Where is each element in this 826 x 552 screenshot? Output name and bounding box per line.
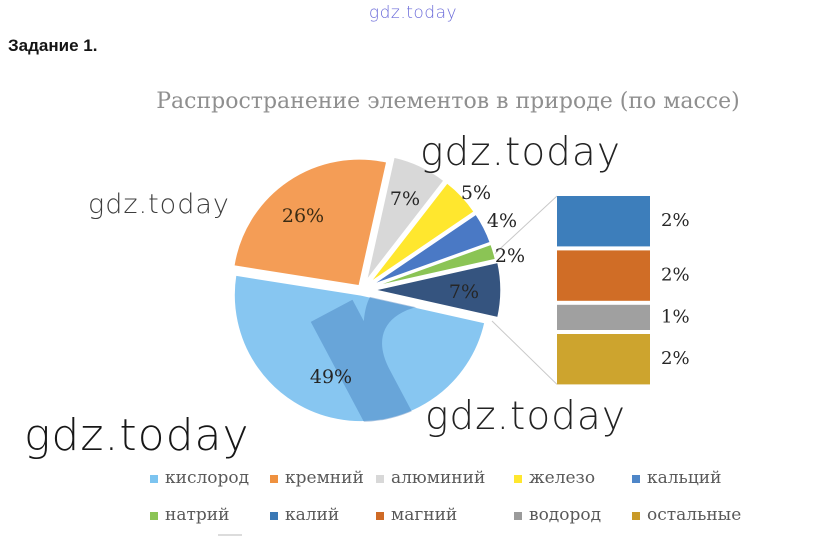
- legend-item-алюминий: алюминий: [376, 468, 485, 488]
- pie-slice-кальций: [370, 213, 492, 287]
- pie-label-натрий: 2%: [495, 245, 525, 267]
- legend-item-магний: магний: [376, 505, 457, 525]
- chart-title: Распространение элементов в природе (по …: [156, 89, 740, 114]
- legend-item-кремний: кремний: [270, 468, 364, 488]
- legend-item-остальные: остальные: [632, 505, 741, 525]
- legend-swatch: [632, 475, 640, 483]
- legend-label: кальций: [647, 468, 722, 488]
- legend-swatch: [514, 512, 522, 520]
- legend-label: натрий: [165, 505, 230, 525]
- watermark-top: gdz.today: [368, 3, 458, 23]
- pie-label-алюминий: 7%: [390, 188, 420, 210]
- legend-swatch: [632, 512, 640, 520]
- pie-slice-алюминий: [365, 156, 446, 282]
- legend-label: кислород: [165, 468, 250, 488]
- legend-item-железо: железо: [514, 468, 595, 488]
- legend-swatch: [150, 475, 158, 483]
- pie-label-железо: 5%: [461, 182, 491, 204]
- legend-swatch: [150, 512, 158, 520]
- bar-label-водород: 1%: [661, 306, 690, 327]
- legend-item-кислород: кислород: [150, 468, 249, 488]
- legend-label: остальные: [647, 505, 742, 525]
- pie-label-кальций: 4%: [487, 210, 517, 232]
- legend-item-кальций: кальций: [632, 468, 721, 488]
- watermark-left: gdz.today: [88, 189, 230, 220]
- cropped-watermark-fragment: [218, 534, 242, 536]
- pie-slice-натрий: [371, 243, 497, 288]
- bar-segment-калий: [557, 196, 650, 247]
- bar-segment-магний: [557, 250, 650, 301]
- legend-swatch: [270, 475, 278, 483]
- legend-label: магний: [391, 505, 458, 525]
- legend-label: калий: [285, 505, 340, 525]
- watermark-lower-right: gdz.today: [425, 394, 626, 439]
- watermark-bottom-left: gdz.today: [24, 410, 250, 461]
- connector-line-bottom: [491, 320, 558, 385]
- pie-label-кремний: 26%: [282, 205, 324, 227]
- legend-item-натрий: натрий: [150, 505, 229, 525]
- bar-label-калий: 2%: [661, 210, 690, 231]
- legend-item-водород: водород: [514, 505, 601, 525]
- legend-swatch: [376, 475, 384, 483]
- bar-segment-остальные: [557, 334, 650, 385]
- pie-slice-железо: [368, 181, 476, 284]
- watermark-upper-right: gdz.today: [420, 130, 621, 175]
- pie-label-combined: 7%: [449, 281, 479, 303]
- task-label: Задание 1.: [8, 36, 98, 55]
- pie-slice-combined: [373, 261, 502, 319]
- bar-label-магний: 2%: [661, 265, 690, 286]
- bar-label-остальные: 2%: [661, 348, 690, 369]
- legend-label: водород: [529, 505, 602, 525]
- pie-slice-кремний: [232, 158, 388, 287]
- legend-label: кремний: [285, 468, 364, 488]
- pie-label-кислород: 49%: [310, 366, 352, 388]
- pie-slice-кислород: [233, 274, 486, 423]
- legend-label: железо: [529, 468, 596, 488]
- legend-swatch: [376, 512, 384, 520]
- bar-segment-водород: [557, 304, 650, 330]
- connector-line-top: [488, 195, 558, 260]
- legend-item-калий: калий: [270, 505, 339, 525]
- legend-swatch: [270, 512, 278, 520]
- legend-label: алюминий: [391, 468, 486, 488]
- legend-swatch: [514, 475, 522, 483]
